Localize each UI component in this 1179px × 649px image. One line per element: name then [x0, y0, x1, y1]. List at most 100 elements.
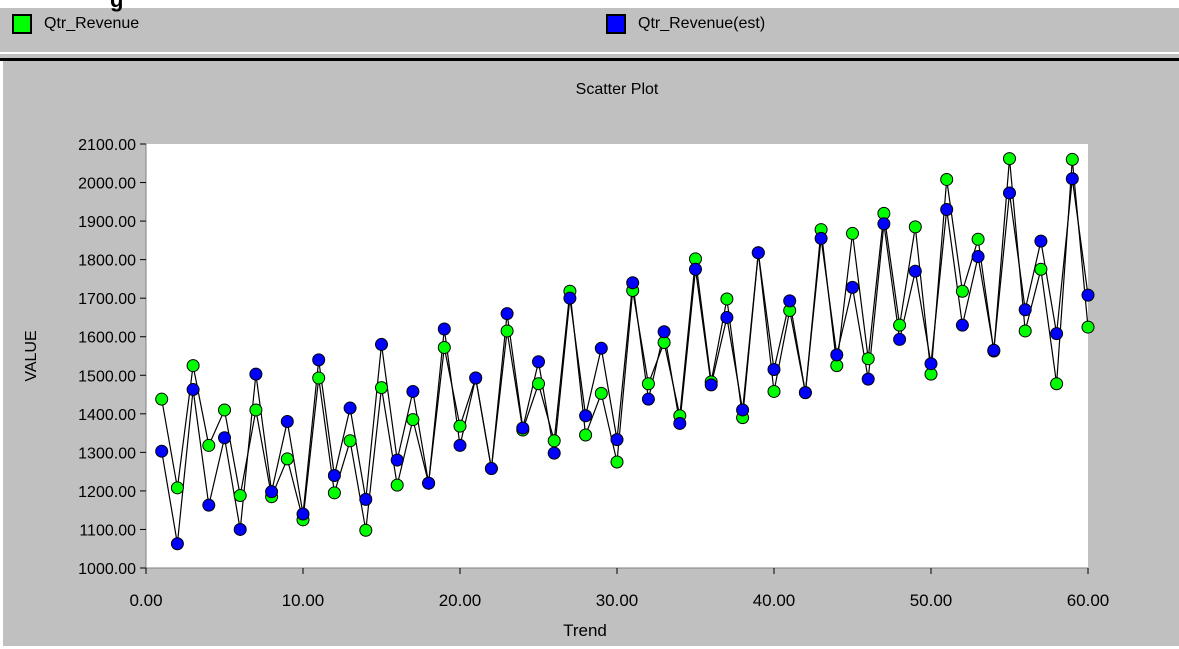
- data-point-series-1: [453, 438, 467, 452]
- y-tick-label: 1700.00: [78, 291, 136, 308]
- data-point-series-0: [390, 478, 404, 492]
- data-point-series-0: [155, 392, 169, 406]
- x-axis-label: Trend: [563, 621, 607, 640]
- data-point-series-1: [1034, 234, 1048, 248]
- data-point-series-1: [265, 485, 279, 499]
- data-point-series-1: [830, 348, 844, 362]
- data-point-series-1: [846, 280, 859, 294]
- data-point-series-1: [233, 522, 247, 536]
- data-point-series-0: [657, 336, 671, 350]
- y-tick-label: 1500.00: [78, 368, 136, 385]
- data-point-series-1: [1050, 327, 1064, 341]
- data-point-series-1: [437, 322, 451, 336]
- data-point-series-1: [955, 318, 969, 332]
- window-title-partial: g: [110, 0, 123, 13]
- data-point-series-1: [500, 307, 514, 321]
- y-tick-label: 1600.00: [78, 330, 136, 347]
- legend-separator-light: [0, 52, 1179, 54]
- data-point-series-0: [1050, 377, 1064, 391]
- data-point-series-0: [861, 352, 875, 366]
- data-point-series-0: [532, 377, 545, 391]
- legend-swatch-qtr-revenue-est: [606, 14, 626, 34]
- data-point-series-1: [343, 401, 357, 415]
- data-point-series-0: [202, 438, 216, 452]
- data-point-series-0: [406, 413, 420, 427]
- data-point-series-0: [767, 384, 781, 398]
- axis-ticks: 1000.00 1100.00 1200.00 1300.00 1400.00 1500.…: [78, 137, 1109, 610]
- data-point-series-1: [484, 462, 498, 476]
- legend-separator-dark: [0, 58, 1179, 61]
- data-point-series-0: [1065, 152, 1079, 166]
- data-point-series-1: [422, 476, 436, 490]
- data-point-series-1: [736, 403, 750, 417]
- x-tick-label: 60.00: [1067, 591, 1110, 610]
- y-tick-label: 1900.00: [78, 214, 136, 231]
- data-point-series-1: [469, 371, 483, 385]
- data-point-series-1: [893, 332, 907, 346]
- data-point-series-1: [359, 492, 373, 506]
- data-point-series-1: [720, 310, 734, 324]
- data-point-series-0: [437, 341, 451, 355]
- data-point-series-0: [1034, 262, 1048, 276]
- data-point-series-1: [641, 392, 655, 406]
- data-point-series-0: [1081, 320, 1095, 334]
- data-point-series-1: [375, 337, 388, 351]
- data-point-series-1: [327, 468, 341, 482]
- data-point-series-1: [783, 294, 797, 308]
- x-tick-label: 50.00: [910, 591, 953, 610]
- data-point-series-0: [1003, 152, 1016, 166]
- data-point-series-1: [296, 507, 310, 521]
- data-point-series-0: [359, 523, 373, 537]
- data-point-series-1: [280, 415, 294, 429]
- data-point-series-1: [767, 362, 781, 376]
- data-point-series-1: [1018, 303, 1032, 317]
- data-point-series-1: [390, 453, 404, 467]
- data-point-series-0: [641, 377, 655, 391]
- x-tick-label: 40.00: [753, 591, 796, 610]
- data-point-series-1: [312, 353, 326, 367]
- data-point-series-1: [861, 372, 875, 386]
- data-point-series-0: [375, 381, 388, 395]
- data-point-series-1: [547, 446, 561, 460]
- chart-title: Scatter Plot: [576, 81, 659, 98]
- frame-left-edge: [0, 61, 3, 649]
- x-tick-label: 10.00: [282, 591, 325, 610]
- data-point-series-0: [720, 292, 734, 306]
- data-point-series-1: [610, 433, 624, 447]
- data-point-series-0: [280, 452, 294, 466]
- legend-item-qtr-revenue-est: Qtr_Revenue(est): [606, 12, 765, 36]
- data-point-series-0: [846, 226, 859, 240]
- x-tick-label: 0.00: [129, 591, 162, 610]
- y-tick-label: 2100.00: [78, 137, 136, 154]
- data-point-series-0: [955, 284, 969, 298]
- plot-area: [146, 144, 1088, 568]
- data-point-series-0: [343, 434, 357, 448]
- data-point-series-0: [218, 403, 231, 417]
- data-point-series-1: [704, 378, 718, 392]
- data-point-series-0: [233, 489, 247, 503]
- data-point-series-1: [202, 498, 216, 512]
- data-point-series-1: [579, 409, 593, 423]
- series-line-1: [161, 178, 1089, 544]
- data-point-series-1: [563, 291, 577, 305]
- legend-label-qtr-revenue-est: Qtr_Revenue(est): [638, 15, 766, 32]
- x-tick-label: 20.00: [439, 591, 482, 610]
- data-point-series-0: [500, 324, 514, 338]
- data-point-series-1: [186, 383, 200, 397]
- data-point-series-0: [830, 359, 844, 373]
- y-tick-label: 1100.00: [79, 522, 136, 539]
- data-point-series-0: [971, 232, 985, 246]
- data-point-series-1: [814, 231, 828, 245]
- data-point-series-0: [908, 220, 922, 234]
- data-point-series-0: [249, 403, 263, 417]
- data-point-series-1: [908, 264, 922, 278]
- legend-label-qtr-revenue: Qtr_Revenue: [44, 15, 140, 32]
- y-tick-label: 1000.00: [78, 561, 136, 578]
- data-point-series-1: [1065, 172, 1079, 186]
- y-tick-label: 1300.00: [78, 445, 136, 462]
- x-tick-label: 30.00: [596, 591, 639, 610]
- legend-swatch-qtr-revenue: [12, 14, 32, 34]
- data-point-series-1: [1003, 186, 1016, 200]
- data-point-series-1: [940, 203, 954, 217]
